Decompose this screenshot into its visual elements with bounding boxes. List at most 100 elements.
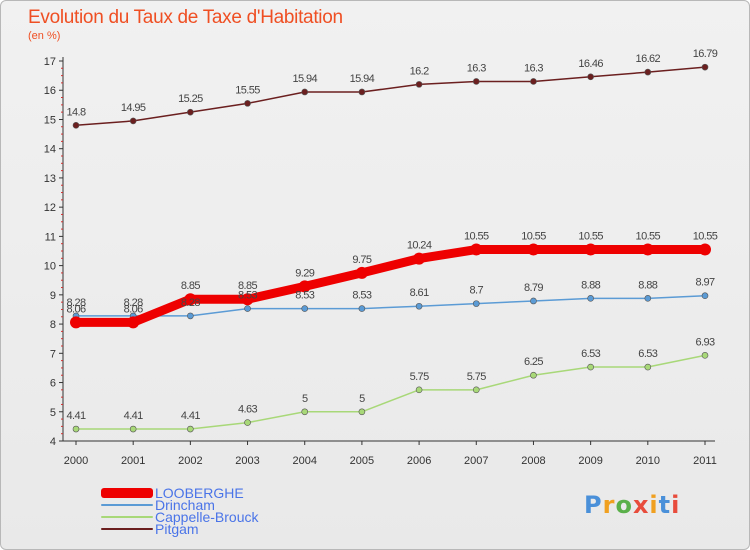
data-label: 6.53 xyxy=(638,348,657,360)
chart-legend: LOOBERGHE Drincham Cappelle-Brouck Pitgam xyxy=(101,486,259,537)
data-point xyxy=(530,371,537,379)
data-label: 4.63 xyxy=(238,404,257,416)
x-tick-label: 2000 xyxy=(64,455,88,467)
data-point xyxy=(644,68,652,76)
data-point xyxy=(530,78,537,85)
data-point xyxy=(584,243,597,256)
y-tick-label: 12 xyxy=(44,202,56,214)
data-label: 6.93 xyxy=(695,336,714,348)
x-tick-label: 2004 xyxy=(292,455,316,467)
logo-letter: x xyxy=(632,491,650,519)
data-label: 5 xyxy=(359,393,365,405)
data-point xyxy=(641,243,654,256)
data-point xyxy=(70,316,82,329)
data-label: 16.46 xyxy=(578,58,603,70)
data-point xyxy=(244,305,251,312)
x-tick-label: 2008 xyxy=(521,455,545,467)
data-point xyxy=(244,100,251,107)
data-label: 8.28 xyxy=(181,297,200,309)
y-tick-label: 6 xyxy=(50,378,56,390)
data-point xyxy=(72,425,80,433)
data-label: 16.79 xyxy=(693,48,718,60)
data-point xyxy=(587,363,594,371)
data-label: 15.55 xyxy=(235,84,260,96)
data-point xyxy=(472,386,480,394)
proxiti-logo: Proxiti xyxy=(584,491,680,519)
data-label: 8.06 xyxy=(124,303,143,315)
legend-item: Cappelle-Brouck xyxy=(101,509,259,525)
series-line-looberghe xyxy=(71,245,710,327)
y-tick-label: 10 xyxy=(44,261,56,273)
x-tick-label: 2003 xyxy=(235,455,259,467)
data-point xyxy=(701,292,709,300)
data-label: 8.85 xyxy=(238,280,257,292)
legend-label: Drincham xyxy=(155,497,215,513)
logo-letter: o xyxy=(615,491,633,519)
data-point xyxy=(358,408,366,416)
data-label: 10.55 xyxy=(521,231,546,243)
legend-item: Pitgam xyxy=(101,521,259,537)
data-point xyxy=(644,295,652,302)
data-label: 8.88 xyxy=(581,279,600,291)
data-label: 8.85 xyxy=(181,280,200,292)
legend-label: Cappelle-Brouck xyxy=(155,509,259,525)
data-label: 8.28 xyxy=(66,297,85,309)
data-label: 16.62 xyxy=(636,53,661,65)
legend-swatch xyxy=(101,488,153,498)
x-tick-label: 2005 xyxy=(350,455,374,467)
x-tick-label: 2001 xyxy=(121,455,145,467)
x-tick-label: 2010 xyxy=(636,455,660,467)
y-tick-label: 17 xyxy=(44,56,56,68)
data-point xyxy=(415,302,423,310)
data-point xyxy=(358,305,366,312)
y-tick-label: 4 xyxy=(50,436,56,448)
legend-label: Pitgam xyxy=(155,521,199,537)
data-point xyxy=(301,408,309,416)
data-label: 8.61 xyxy=(410,287,429,299)
data-label: 5 xyxy=(302,393,308,405)
y-tick-label: 7 xyxy=(50,348,56,360)
series-line-drincham xyxy=(75,294,706,317)
data-point xyxy=(472,78,480,85)
data-label: 6.53 xyxy=(581,348,600,360)
data-label: 8.88 xyxy=(638,279,657,291)
legend-swatch xyxy=(101,504,153,506)
data-point xyxy=(184,293,197,306)
chart-title: Evolution du Taux de Taxe d'Habitation xyxy=(28,7,343,28)
data-point xyxy=(470,243,483,256)
y-tick-label: 5 xyxy=(50,407,56,419)
data-label: 8.06 xyxy=(66,303,85,315)
data-point xyxy=(187,312,194,320)
data-label: 14.95 xyxy=(121,102,146,114)
data-label: 10.24 xyxy=(407,240,432,252)
data-point xyxy=(587,73,594,81)
data-point xyxy=(415,386,423,394)
logo-letter: r xyxy=(602,491,616,519)
data-label: 8.53 xyxy=(238,290,257,302)
legend-swatch xyxy=(101,516,153,518)
y-tick-label: 13 xyxy=(44,173,56,185)
data-point xyxy=(587,295,594,302)
logo-letter: i xyxy=(649,491,659,519)
x-tick-label: 2011 xyxy=(693,455,717,467)
data-point xyxy=(301,88,309,96)
data-point xyxy=(355,266,368,279)
data-point xyxy=(358,88,366,96)
data-point xyxy=(298,280,311,293)
chart-unit-label: (en %) xyxy=(28,30,61,42)
y-tick-label: 8 xyxy=(50,319,56,331)
data-point xyxy=(415,81,423,88)
data-point xyxy=(530,297,537,305)
data-label: 15.94 xyxy=(292,73,317,85)
y-tick-label: 14 xyxy=(44,144,56,156)
y-tick-label: 15 xyxy=(44,114,56,126)
series-line-cappelle-brouck xyxy=(75,354,706,430)
x-tick-label: 2007 xyxy=(464,455,488,467)
data-label: 8.7 xyxy=(470,285,484,297)
data-point xyxy=(187,425,194,433)
data-label: 9.29 xyxy=(295,267,314,279)
logo-letter: P xyxy=(584,491,603,519)
logo-letter: t xyxy=(658,491,672,519)
